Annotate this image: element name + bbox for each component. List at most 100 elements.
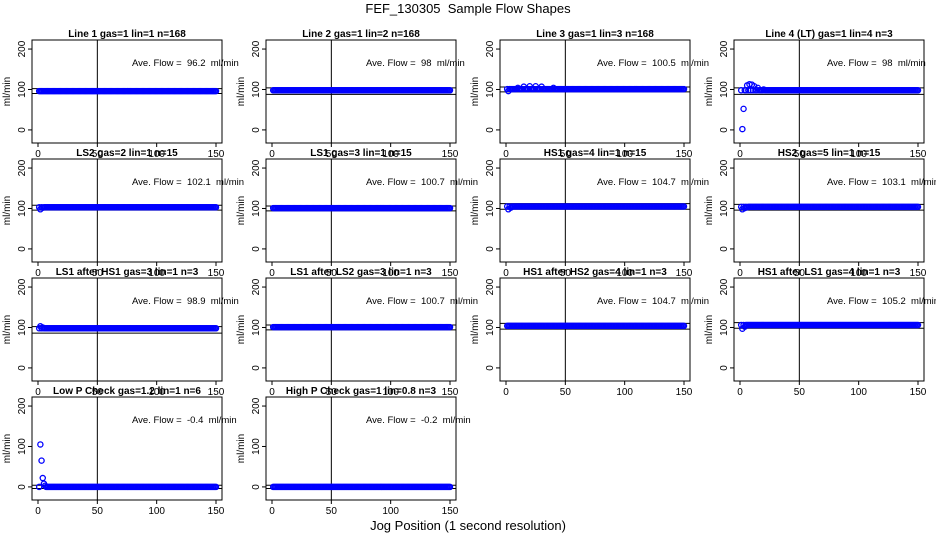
data-point <box>680 85 688 93</box>
plot-frame <box>31 277 223 382</box>
plot-frame <box>265 39 457 144</box>
panel-title: Line 2 gas=1 lin=2 n=168 <box>302 29 420 40</box>
y-tick-label: 200 <box>17 278 28 295</box>
y-axis-label: ml/min <box>470 315 481 344</box>
y-tick-label: 100 <box>251 319 262 336</box>
average-flow-annotation: Ave. Flow = 98 ml/min <box>827 58 926 69</box>
y-tick-label: 0 <box>251 365 262 371</box>
average-flow-annotation: Ave. Flow = 105.2 ml/min <box>827 296 936 307</box>
x-tick-label: 0 <box>35 268 41 279</box>
y-axis-label: ml/min <box>704 196 715 225</box>
y-tick-label: 100 <box>251 438 262 455</box>
x-tick-label: 100 <box>148 387 165 398</box>
x-tick-label: 150 <box>208 149 225 160</box>
y-tick-label: 100 <box>485 319 496 336</box>
y-axis-label: ml/min <box>704 77 715 106</box>
y-axis-label: ml/min <box>704 315 715 344</box>
y-tick-label: 100 <box>17 319 28 336</box>
data-point <box>739 125 746 133</box>
panel: HS1 after LS1 gas=4 lin=1 n=3 0 100 200 ml/m… <box>704 267 936 398</box>
x-tick-label: 50 <box>92 387 104 398</box>
x-tick-label: 0 <box>503 268 509 279</box>
y-tick-label: 100 <box>719 319 730 336</box>
x-tick-label: 50 <box>560 149 572 160</box>
panel-title: High P Check gas=1 lin=0.8 n=3 <box>286 386 437 397</box>
x-tick-label: 150 <box>676 387 693 398</box>
x-tick-label: 150 <box>208 506 225 517</box>
y-tick-label: 200 <box>251 397 262 414</box>
data-point <box>914 321 922 329</box>
figure-title: FEF_130305 Sample Flow Shapes <box>365 1 571 16</box>
average-flow-annotation: Ave. Flow = -0.2 ml/min <box>366 415 471 426</box>
y-tick-label: 200 <box>719 40 730 57</box>
average-flow-annotation: Ave. Flow = 102.1 ml/min <box>132 177 244 188</box>
y-tick-label: 0 <box>719 246 730 252</box>
x-tick-label: 0 <box>737 268 743 279</box>
y-tick-label: 0 <box>17 484 28 490</box>
average-flow-annotation: Ave. Flow = 100.7 ml/min <box>366 177 478 188</box>
data-point <box>212 87 220 95</box>
x-tick-label: 100 <box>616 149 633 160</box>
plot-frame <box>31 39 223 144</box>
x-tick-label: 100 <box>382 506 399 517</box>
y-axis-label: ml/min <box>2 315 13 344</box>
x-tick-label: 100 <box>850 268 867 279</box>
y-tick-label: 0 <box>719 365 730 371</box>
x-tick-label: 100 <box>850 149 867 160</box>
x-tick-label: 50 <box>560 268 572 279</box>
y-tick-label: 0 <box>17 365 28 371</box>
x-tick-label: 100 <box>616 387 633 398</box>
y-tick-label: 200 <box>251 278 262 295</box>
y-axis-label: ml/min <box>470 77 481 106</box>
x-tick-label: 0 <box>35 506 41 517</box>
panel-title: LS2 gas=2 lin=1 n=15 <box>76 148 178 159</box>
x-tick-label: 150 <box>442 268 459 279</box>
y-tick-label: 200 <box>17 40 28 57</box>
x-tick-label: 150 <box>208 387 225 398</box>
x-tick-label: 100 <box>382 268 399 279</box>
y-tick-label: 200 <box>485 159 496 176</box>
data-point <box>680 203 688 210</box>
x-tick-label: 100 <box>148 268 165 279</box>
plot-frame <box>265 396 457 501</box>
panel: LS1 gas=3 lin=1 n=15 0 100 200 ml/min 0 50 100 1… <box>236 148 478 279</box>
data-point <box>446 483 454 491</box>
y-tick-label: 200 <box>485 40 496 57</box>
data-point <box>740 105 747 113</box>
panel-title: LS1 after LS2 gas=3 lin=1 n=3 <box>290 267 432 278</box>
x-tick-label: 0 <box>35 149 41 160</box>
x-tick-label: 50 <box>326 506 338 517</box>
y-tick-label: 0 <box>251 246 262 252</box>
panel: Line 4 (LT) gas=1 lin=4 n=3 0 100 200 ml/min… <box>704 29 927 160</box>
y-tick-label: 0 <box>485 365 496 371</box>
data-point <box>212 204 220 211</box>
average-flow-annotation: Ave. Flow = 100.5 ml/min <box>597 58 709 69</box>
x-tick-label: 0 <box>503 387 509 398</box>
x-tick-label: 50 <box>326 387 338 398</box>
y-tick-label: 0 <box>485 246 496 252</box>
y-tick-label: 0 <box>251 127 262 133</box>
x-tick-label: 50 <box>92 149 104 160</box>
y-tick-label: 0 <box>485 127 496 133</box>
y-axis-label: ml/min <box>2 434 13 463</box>
panel: High P Check gas=1 lin=0.8 n=3 0 100 200 ml/… <box>236 386 471 517</box>
panel-title: LS1 after HS1 gas=3 lin=1 n=3 <box>56 267 199 278</box>
x-tick-label: 0 <box>737 149 743 160</box>
y-tick-label: 100 <box>485 200 496 217</box>
panel-title: HS1 gas=4 lin=1 n=15 <box>544 148 647 159</box>
panel: Line 3 gas=1 lin=3 n=168 0 100 200 ml/min 0 50… <box>470 29 709 160</box>
x-tick-label: 150 <box>442 387 459 398</box>
y-axis-label: ml/min <box>236 196 247 225</box>
y-tick-label: 200 <box>17 159 28 176</box>
y-tick-label: 100 <box>251 200 262 217</box>
y-tick-label: 0 <box>251 484 262 490</box>
x-tick-label: 100 <box>616 268 633 279</box>
y-tick-label: 100 <box>719 81 730 98</box>
x-tick-label: 0 <box>35 387 41 398</box>
x-tick-label: 50 <box>560 387 572 398</box>
panel: LS2 gas=2 lin=1 n=15 0 100 200 ml/min 0 50 100 1… <box>2 148 244 279</box>
panel-title: HS1 after HS2 gas=4 lin=1 n=3 <box>523 267 667 278</box>
y-tick-label: 100 <box>251 81 262 98</box>
plot-frame <box>499 158 691 263</box>
average-flow-annotation: Ave. Flow = 96.2 ml/min <box>132 58 239 69</box>
